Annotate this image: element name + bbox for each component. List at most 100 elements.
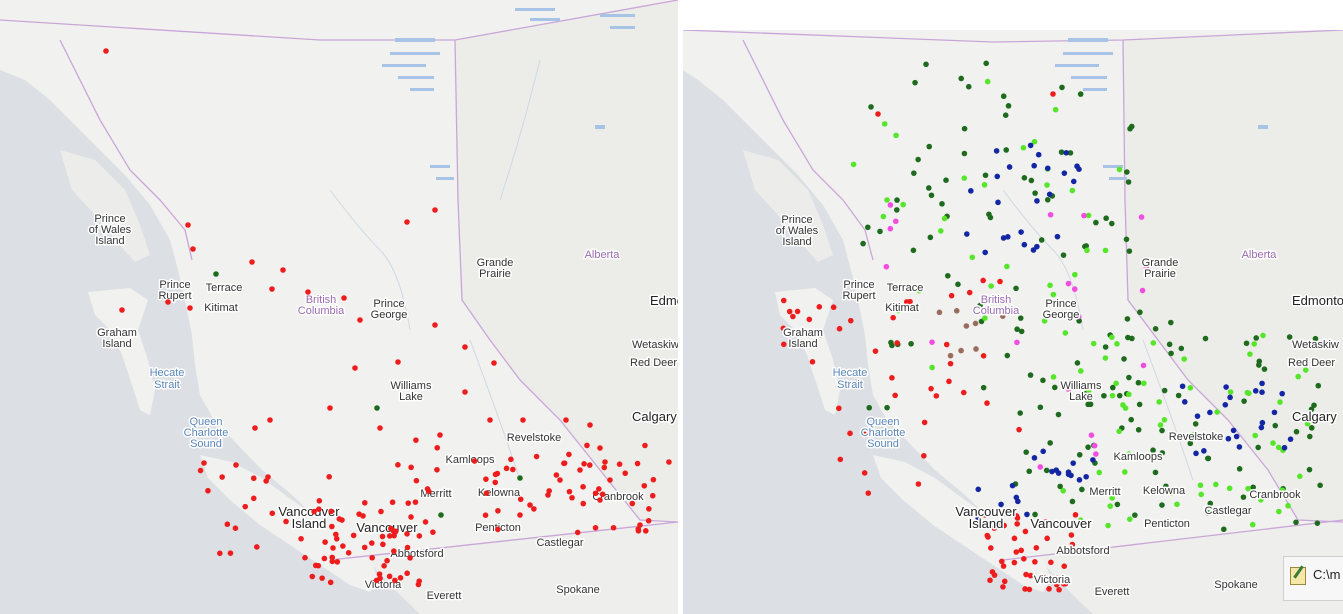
station-marker-darkgreen[interactable]: [1159, 450, 1166, 456]
station-marker-red[interactable]: [378, 508, 384, 515]
station-marker-darkgreen[interactable]: [1047, 440, 1053, 446]
station-marker-darkgreen[interactable]: [1051, 384, 1058, 391]
station-marker-darkgreen[interactable]: [1293, 428, 1300, 435]
station-marker-red[interactable]: [329, 554, 336, 561]
station-marker-red[interactable]: [574, 529, 581, 536]
station-marker-darkgreen[interactable]: [1159, 427, 1165, 434]
station-marker-red[interactable]: [1044, 535, 1050, 542]
station-marker-brown[interactable]: [953, 308, 960, 314]
station-marker-lime[interactable]: [1052, 106, 1059, 113]
station-marker-red[interactable]: [328, 508, 334, 515]
station-marker-darkgreen[interactable]: [865, 224, 871, 231]
station-marker-red[interactable]: [339, 517, 345, 523]
station-marker-red[interactable]: [561, 460, 568, 466]
station-marker-darkgreen[interactable]: [1069, 498, 1076, 505]
station-marker-darkgreen[interactable]: [1129, 335, 1135, 342]
station-marker-lime[interactable]: [1085, 212, 1092, 219]
station-marker-darkgreen[interactable]: [1126, 374, 1132, 381]
station-marker-darkgreen[interactable]: [1205, 455, 1212, 462]
station-marker-red[interactable]: [252, 425, 258, 431]
station-marker-red[interactable]: [487, 417, 493, 423]
station-marker-red[interactable]: [553, 472, 560, 478]
station-marker-red[interactable]: [566, 488, 573, 495]
station-marker-darkgreen[interactable]: [1286, 334, 1293, 340]
station-marker-darkgreen[interactable]: [1136, 401, 1143, 408]
station-marker-red[interactable]: [1056, 547, 1063, 554]
station-marker-red[interactable]: [872, 348, 879, 354]
station-marker-red[interactable]: [987, 577, 993, 584]
station-marker-red[interactable]: [836, 405, 842, 412]
station-marker-red[interactable]: [980, 353, 987, 359]
station-marker-red[interactable]: [362, 499, 368, 506]
station-marker-blue[interactable]: [968, 188, 974, 194]
station-marker-red[interactable]: [430, 529, 436, 535]
station-marker-darkgreen[interactable]: [977, 302, 983, 309]
station-marker-darkgreen[interactable]: [1059, 84, 1065, 91]
station-marker-lime[interactable]: [1116, 428, 1122, 435]
station-marker-red[interactable]: [1033, 544, 1040, 551]
station-marker-lime[interactable]: [1197, 482, 1204, 489]
station-marker-darkgreen[interactable]: [860, 240, 866, 247]
station-marker-red[interactable]: [563, 417, 569, 423]
station-marker-red[interactable]: [1001, 522, 1007, 529]
station-marker-red[interactable]: [319, 575, 325, 581]
station-marker-red[interactable]: [997, 278, 1003, 285]
station-marker-red[interactable]: [584, 442, 590, 449]
station-marker-red[interactable]: [1069, 541, 1076, 548]
station-marker-lime[interactable]: [1122, 469, 1128, 475]
station-marker-blue[interactable]: [1061, 170, 1068, 176]
station-marker-lime[interactable]: [1004, 263, 1010, 270]
station-marker-red[interactable]: [205, 487, 211, 494]
station-marker-blue[interactable]: [1063, 150, 1070, 156]
station-marker-lime[interactable]: [1062, 330, 1069, 336]
station-marker-lime[interactable]: [1102, 355, 1109, 361]
station-marker-red[interactable]: [334, 559, 341, 565]
station-marker-lime[interactable]: [1276, 508, 1282, 515]
station-marker-darkgreen[interactable]: [1317, 482, 1323, 489]
station-marker-blue[interactable]: [1258, 424, 1265, 431]
station-marker-darkgreen[interactable]: [961, 125, 968, 132]
station-marker-brown[interactable]: [936, 309, 943, 316]
station-marker-red[interactable]: [165, 299, 171, 305]
station-marker-blue[interactable]: [1083, 473, 1089, 480]
station-marker-red[interactable]: [280, 267, 286, 273]
station-marker-blue[interactable]: [1031, 162, 1037, 169]
station-marker-red[interactable]: [1027, 572, 1034, 579]
station-marker-red[interactable]: [491, 360, 497, 366]
station-marker-red[interactable]: [119, 307, 125, 313]
station-marker-red[interactable]: [915, 481, 922, 487]
station-marker-darkgreen[interactable]: [1127, 125, 1133, 132]
station-marker-darkgreen[interactable]: [1300, 415, 1307, 422]
station-marker-magenta[interactable]: [887, 202, 894, 208]
station-marker-blue[interactable]: [995, 199, 1001, 206]
station-marker-red[interactable]: [1042, 575, 1048, 581]
station-marker-blue[interactable]: [1013, 494, 1020, 501]
station-marker-red[interactable]: [794, 308, 801, 315]
station-marker-red[interactable]: [985, 534, 991, 540]
station-marker-red[interactable]: [381, 563, 387, 569]
map-canvas-right[interactable]: Prince of Wales Island Prince Rupert Terrace K…: [683, 30, 1343, 614]
station-marker-darkgreen[interactable]: [1014, 326, 1020, 333]
station-marker-red[interactable]: [357, 317, 363, 323]
station-marker-lime[interactable]: [1141, 380, 1147, 387]
station-marker-red[interactable]: [527, 502, 533, 508]
station-marker-red[interactable]: [946, 378, 952, 385]
station-marker-darkgreen[interactable]: [1067, 150, 1074, 156]
station-marker-darkgreen[interactable]: [926, 143, 933, 150]
station-marker-red[interactable]: [890, 314, 896, 321]
station-marker-blue[interactable]: [1070, 460, 1076, 466]
station-marker-red[interactable]: [780, 325, 787, 332]
station-marker-lime[interactable]: [1072, 271, 1078, 278]
station-marker-red[interactable]: [434, 466, 440, 473]
station-marker-magenta[interactable]: [1065, 280, 1072, 287]
station-marker-red[interactable]: [1072, 512, 1079, 518]
station-marker-darkgreen[interactable]: [1121, 356, 1127, 362]
station-marker-darkgreen[interactable]: [939, 201, 945, 207]
station-marker-red[interactable]: [557, 477, 563, 483]
station-marker-darkgreen[interactable]: [1040, 377, 1046, 384]
station-marker-red[interactable]: [413, 477, 420, 484]
station-marker-red[interactable]: [1062, 580, 1069, 587]
station-marker-darkgreen[interactable]: [915, 156, 921, 163]
station-marker-brown[interactable]: [947, 352, 954, 359]
station-marker-darkgreen[interactable]: [1187, 440, 1194, 447]
